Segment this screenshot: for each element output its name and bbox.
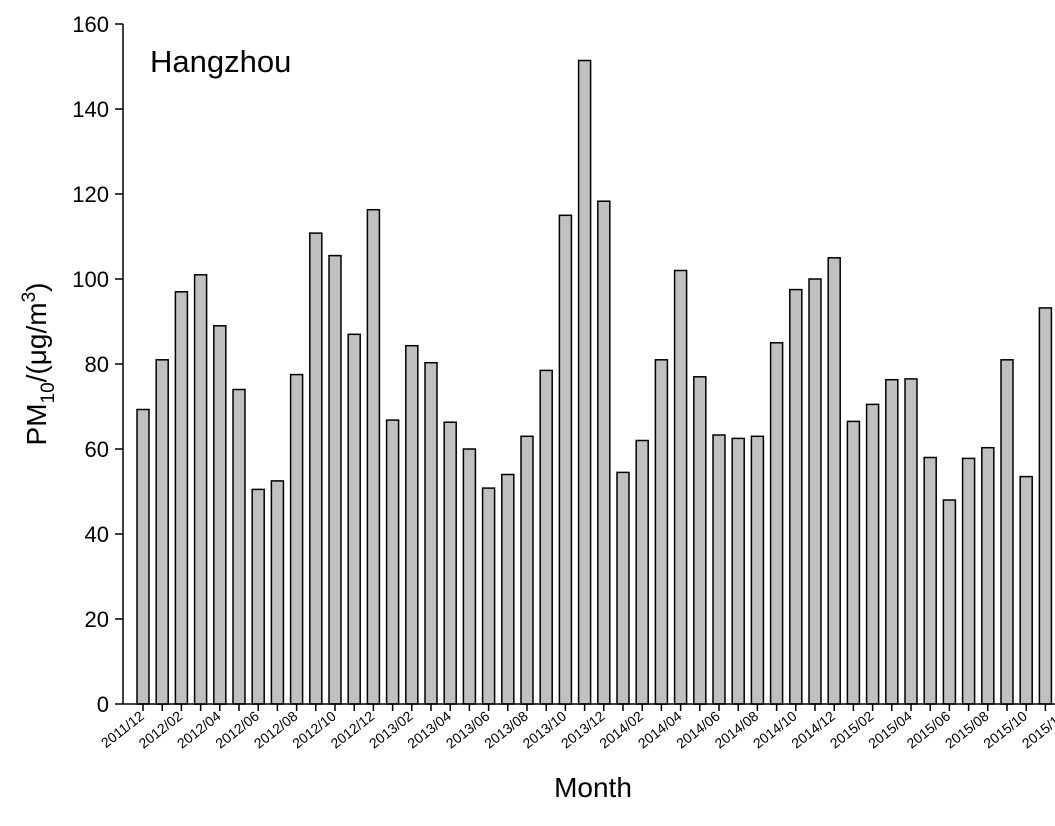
bar-2014-12 [827,257,841,705]
y-tick-label: 120 [72,182,109,207]
y-axis-title-prefix: PM [21,403,52,445]
bar-2012-05 [232,388,246,705]
bar-2015-03 [885,378,899,705]
bar-2013-06 [481,487,496,705]
bar-2013-11 [577,59,592,705]
bar-2012-02 [174,291,189,705]
x-axis-title: Month [554,772,632,803]
bar-2015-05 [923,456,937,705]
bar-2014-11 [808,278,822,705]
y-tick-label: 60 [85,437,109,462]
bar-2015-07 [961,457,976,705]
bar-2012-06 [251,488,265,705]
bar-2015-01 [846,420,861,705]
bar-2012-08 [289,373,304,705]
bar-2012-10 [328,254,342,705]
bar-2014-04 [673,269,688,705]
bar-2012-03 [193,274,208,705]
y-tick-label: 160 [72,12,109,37]
bar-2014-03 [654,359,669,705]
bar-2014-05 [693,376,707,705]
bar-2013-07 [501,473,515,705]
city-annotation: Hangzhou [150,44,291,79]
y-axis-title-superscript: 3 [19,292,40,303]
bar-2012-12 [366,208,381,705]
bar-2014-02 [635,439,649,705]
bar-2013-05 [462,448,477,705]
bar-2012-11 [347,333,361,705]
y-tick-label: 20 [85,607,109,632]
bar-2012-09 [309,232,323,705]
bar-2015-11 [1038,307,1053,705]
bar-2015-09 [1000,359,1014,705]
bar-2014-08 [750,435,765,705]
bar-2015-02 [865,403,880,705]
bar-2012-04 [213,325,227,705]
y-axis-title-subscript: 10 [38,382,59,403]
bar-2014-01 [616,471,630,705]
y-tick-label: 100 [72,267,109,292]
bar-2014-07 [731,437,745,705]
bar-2015-06 [942,499,957,705]
bar-2014-09 [769,342,784,705]
bar-2014-06 [712,434,726,705]
bar-2013-03 [424,361,438,705]
y-tick-label: 0 [97,692,109,717]
x-axis: 2011/122012/022012/042012/062012/082012/… [98,703,1055,752]
bar-2012-07 [270,480,285,705]
bar-2014-10 [789,288,803,705]
bar-2015-04 [904,378,918,705]
bar-series [136,59,1053,705]
y-axis-title-middle: /(μg/m [21,302,52,382]
bar-2015-08 [981,446,995,705]
bar-2012-01 [155,359,169,705]
bar-2013-01 [385,419,400,705]
bar-2013-04 [443,421,457,705]
bar-2013-08 [520,435,534,705]
bar-2013-09 [539,369,553,705]
bar-2013-10 [558,214,573,705]
y-tick-label: 140 [72,97,109,122]
y-tick-label: 80 [85,352,109,377]
y-axis-title-suffix: ) [21,283,52,292]
bar-2011-12 [136,408,150,705]
y-axis: 0 20 40 60 80 100 120 140 160 [72,12,124,717]
y-tick-label: 40 [85,522,109,547]
bar-2013-12 [597,200,611,705]
y-axis-title: PM10/(μg/m3) [19,283,59,446]
bar-2013-02 [405,344,419,705]
bar-2015-10 [1019,475,1033,705]
